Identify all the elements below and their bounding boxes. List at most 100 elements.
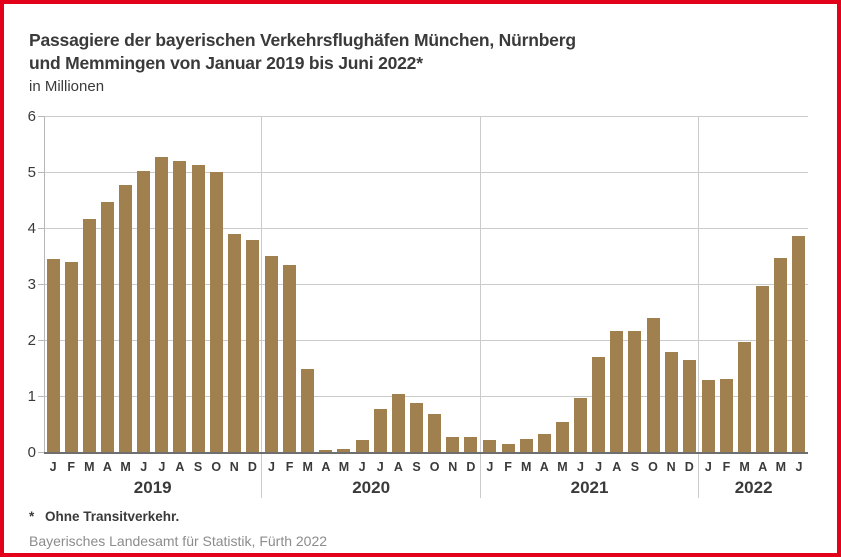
- month-label-2020-5: M: [338, 460, 350, 474]
- bar-cell: [499, 116, 517, 452]
- bar-cell: [590, 116, 608, 452]
- gridline-4: [44, 228, 808, 229]
- month-label-2020-8: A: [393, 460, 403, 474]
- month-label-2020-4: A: [321, 460, 331, 474]
- month-label-2019-4: A: [102, 460, 112, 474]
- plot-area: 0 1 2 3 4 5 6: [28, 108, 808, 461]
- bar-2020-5: [337, 448, 351, 452]
- y-tick-2: [38, 340, 44, 341]
- bar-cell: [717, 116, 735, 452]
- month-label-2021-6: J: [577, 460, 584, 474]
- x-axis-baseline: [44, 452, 808, 454]
- bar-2022-3: [738, 341, 752, 452]
- bar-2020-10: [428, 413, 442, 452]
- y-axis-label-1: 1: [27, 388, 36, 405]
- month-label-2021-7: J: [595, 460, 603, 474]
- bar-2021-4: [537, 433, 551, 452]
- month-label-2022-4: A: [758, 460, 768, 474]
- bar-2019-3: [82, 218, 96, 452]
- y-axis-label-0: 0: [27, 444, 36, 461]
- bar-cell: [517, 116, 535, 452]
- year-group-2021: J F M A M J J A S O N D 2021: [479, 116, 698, 498]
- month-label-2021-5: M: [557, 460, 568, 474]
- bar-2019-1: [46, 259, 60, 452]
- bar-2022-6: [792, 235, 806, 452]
- month-label-2019-5: M: [120, 460, 131, 474]
- month-label-2021-4: A: [539, 460, 549, 474]
- bar-cell: [444, 116, 462, 452]
- gridline-2: [44, 340, 808, 341]
- gridline-6: [44, 116, 808, 117]
- bar-cell: [699, 116, 717, 452]
- month-label-2019-10: O: [211, 460, 222, 474]
- y-tick-0: [38, 452, 44, 453]
- bar-2021-7: [592, 357, 606, 452]
- bar-2019-7: [155, 156, 169, 452]
- month-label-2020-10: O: [429, 460, 440, 474]
- bar-2019-9: [191, 165, 205, 452]
- bar-cell: [481, 116, 499, 452]
- bar-2020-7: [373, 408, 387, 452]
- bar-cell: [171, 116, 189, 452]
- y-axis-line: [44, 116, 45, 452]
- bar-2022-2: [719, 378, 733, 452]
- month-label-2022-2: F: [722, 460, 731, 474]
- bar-cell: [389, 116, 407, 452]
- bar-cell: [281, 116, 299, 452]
- bar-2021-9: [628, 331, 642, 452]
- month-label-2021-12: D: [684, 460, 694, 474]
- month-label-2020-12: D: [466, 460, 476, 474]
- month-label-2019-7: J: [158, 460, 166, 474]
- bar-cell: [189, 116, 207, 452]
- month-label-2021-3: M: [520, 460, 532, 474]
- footnote: * Ohne Transitverkehr.: [29, 509, 179, 524]
- bar-cell: [571, 116, 589, 452]
- year-label-2022: 2022: [734, 478, 773, 497]
- bar-2020-9: [409, 402, 423, 452]
- bar-2019-5: [119, 185, 133, 452]
- bar-cell: [426, 116, 444, 452]
- bars-row-2022: [699, 116, 808, 452]
- chart-title-line2: und Memmingen von Januar 2019 bis Juni 2…: [29, 53, 423, 73]
- bar-cell: [736, 116, 754, 452]
- year-group-2019: J F M A M J J A S O N D 2019: [44, 116, 261, 498]
- month-label-2019-9: S: [193, 460, 203, 474]
- y-tick-5: [38, 172, 44, 173]
- bar-cell: [207, 116, 225, 452]
- bar-cell: [608, 116, 626, 452]
- month-label-2019-2: F: [67, 460, 75, 474]
- y-tick-6: [38, 116, 44, 117]
- y-axis-label-5: 5: [27, 164, 36, 181]
- month-label-2022-6: J: [795, 460, 803, 474]
- bar-2019-6: [137, 171, 151, 452]
- bar-cell: [225, 116, 243, 452]
- month-label-2021-2: F: [504, 460, 512, 474]
- bars-row-2021: [481, 116, 698, 452]
- bar-cell: [626, 116, 644, 452]
- month-label-2021-9: S: [630, 460, 640, 474]
- bar-cell: [680, 116, 698, 452]
- bar-cell: [535, 116, 553, 452]
- bar-cell: [407, 116, 425, 452]
- bar-cell: [243, 116, 261, 452]
- bar-cell: [662, 116, 680, 452]
- month-label-2019-6: J: [140, 460, 148, 474]
- bar-2019-11: [227, 234, 241, 452]
- bar-cell: [98, 116, 116, 452]
- footnote-text: Ohne Transitverkehr.: [45, 509, 180, 524]
- y-axis-label-6: 6: [27, 108, 36, 125]
- bar-cell: [135, 116, 153, 452]
- bar-2021-2: [501, 444, 515, 452]
- bar-cell: [371, 116, 389, 452]
- month-label-2021-10: O: [648, 460, 658, 474]
- year-label-2020: 2020: [352, 478, 391, 497]
- bar-cell: [80, 116, 98, 452]
- gridline-5: [44, 172, 808, 173]
- gridline-1: [44, 396, 808, 397]
- year-label-2019: 2019: [133, 478, 172, 497]
- month-label-2019-8: A: [175, 460, 185, 474]
- bar-2020-6: [355, 439, 369, 452]
